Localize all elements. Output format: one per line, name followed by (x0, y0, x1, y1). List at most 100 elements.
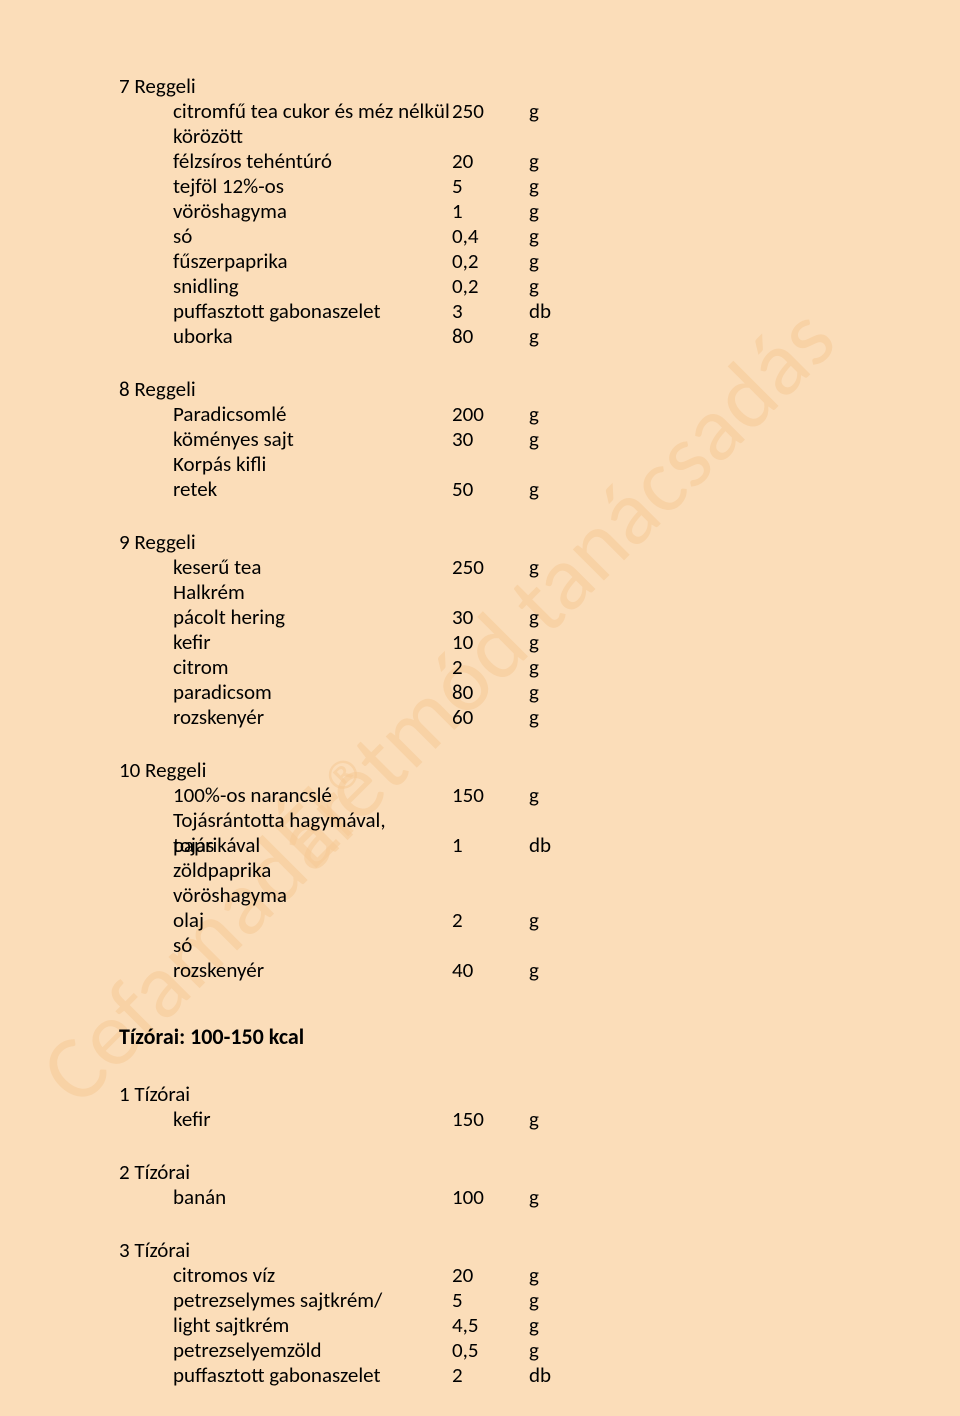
ingredient-label: citromfű tea cukor és méz nélkül (119, 99, 452, 124)
ingredient-row: keserű tea250g (119, 555, 879, 580)
ingredient-unit: g (529, 427, 589, 452)
ingredient-unit: g (529, 1185, 589, 1210)
ingredient-amount: 250 (452, 99, 529, 124)
ingredient-row: só0,4g (119, 224, 879, 249)
ingredient-unit: g (529, 1107, 589, 1132)
ingredient-row: paradicsom80g (119, 680, 879, 705)
ingredient-row: Tojásrántotta hagymával, paprikával (119, 808, 879, 833)
ingredient-amount: 100 (452, 1185, 529, 1210)
ingredient-label: vöröshagyma (119, 883, 452, 908)
ingredient-amount: 0,2 (452, 274, 529, 299)
ingredient-label: só (119, 933, 452, 958)
ingredient-unit (529, 883, 589, 908)
ingredient-row: félzsíros tehéntúró20g (119, 149, 879, 174)
ingredient-label: köményes sajt (119, 427, 452, 452)
ingredient-unit: g (529, 274, 589, 299)
ingredient-row: rozskenyér40g (119, 958, 879, 983)
ingredient-label: fűszerpaprika (119, 249, 452, 274)
ingredient-amount: 60 (452, 705, 529, 730)
tizorai-sections: 1 Tízóraikefir150g2 Tízóraibanán100g3 Tí… (119, 1082, 879, 1388)
ingredient-row: puffasztott gabonaszelet3db (119, 299, 879, 324)
ingredient-unit: g (529, 99, 589, 124)
ingredient-row: petrezselyemzöld0,5g (119, 1338, 879, 1363)
ingredient-amount (452, 580, 529, 605)
ingredient-label: rozskenyér (119, 958, 452, 983)
ingredient-amount: 20 (452, 149, 529, 174)
ingredient-amount: 5 (452, 174, 529, 199)
ingredient-row: citromos víz20g (119, 1263, 879, 1288)
meal-section: 8 ReggeliParadicsomlé200gköményes sajt30… (119, 377, 879, 502)
ingredient-unit: g (529, 402, 589, 427)
ingredient-label: olaj (119, 908, 452, 933)
ingredient-unit: db (529, 833, 589, 858)
meal-section: 1 Tízóraikefir150g (119, 1082, 879, 1132)
tizorai-heading: Tízórai: 100-150 kcal (119, 1023, 879, 1050)
ingredient-unit: g (529, 1338, 589, 1363)
ingredient-row: Korpás kifli (119, 452, 879, 477)
ingredient-label: kefir (119, 630, 452, 655)
ingredient-amount (452, 883, 529, 908)
ingredient-amount: 150 (452, 1107, 529, 1132)
ingredient-row: kefir150g (119, 1107, 879, 1132)
ingredient-row: körözött (119, 124, 879, 149)
ingredient-amount: 4,5 (452, 1313, 529, 1338)
ingredient-amount: 30 (452, 427, 529, 452)
ingredient-unit: g (529, 783, 589, 808)
ingredient-unit: g (529, 199, 589, 224)
ingredient-label: 100%-os narancslé (119, 783, 452, 808)
ingredient-row: petrezselymes sajtkrém/5g (119, 1288, 879, 1313)
page-content: 7 Reggelicitromfű tea cukor és méz nélkü… (119, 74, 879, 1416)
ingredient-row: 100%-os narancslé150g (119, 783, 879, 808)
ingredient-label: paradicsom (119, 680, 452, 705)
ingredient-amount: 150 (452, 783, 529, 808)
section-title: 10 Reggeli (119, 758, 879, 783)
meal-section: 9 Reggelikeserű tea250gHalkrémpácolt her… (119, 530, 879, 730)
ingredient-row: light sajtkrém4,5g (119, 1313, 879, 1338)
meal-section: 10 Reggeli100%-os narancslé150gTojásránt… (119, 758, 879, 983)
section-title: 7 Reggeli (119, 74, 879, 99)
ingredient-amount: 5 (452, 1288, 529, 1313)
ingredient-unit: g (529, 680, 589, 705)
ingredient-label: uborka (119, 324, 452, 349)
ingredient-amount (452, 124, 529, 149)
meal-sections: 7 Reggelicitromfű tea cukor és méz nélkü… (119, 74, 879, 983)
ingredient-label: banán (119, 1185, 452, 1210)
ingredient-label: Korpás kifli (119, 452, 452, 477)
ingredient-label: citromos víz (119, 1263, 452, 1288)
ingredient-row: só (119, 933, 879, 958)
ingredient-amount: 200 (452, 402, 529, 427)
ingredient-row: retek50g (119, 477, 879, 502)
ingredient-amount: 0,2 (452, 249, 529, 274)
ingredient-amount: 10 (452, 630, 529, 655)
ingredient-row: tojás1db (119, 833, 879, 858)
ingredient-amount (452, 452, 529, 477)
ingredient-amount: 2 (452, 1363, 529, 1388)
ingredient-unit (529, 808, 589, 833)
section-title: 9 Reggeli (119, 530, 879, 555)
ingredient-unit: g (529, 174, 589, 199)
ingredient-label: tejföl 12%-os (119, 174, 452, 199)
ingredient-row: olaj2g (119, 908, 879, 933)
meal-section: 2 Tízóraibanán100g (119, 1160, 879, 1210)
ingredient-unit (529, 124, 589, 149)
ingredient-row: tejföl 12%-os5g (119, 174, 879, 199)
ingredient-row: fűszerpaprika0,2g (119, 249, 879, 274)
section-title: 2 Tízórai (119, 1160, 879, 1185)
ingredient-unit: g (529, 705, 589, 730)
ingredient-amount (452, 808, 529, 833)
ingredient-label: keserű tea (119, 555, 452, 580)
ingredient-unit: g (529, 655, 589, 680)
ingredient-unit (529, 858, 589, 883)
ingredient-unit: g (529, 908, 589, 933)
ingredient-label: rozskenyér (119, 705, 452, 730)
ingredient-amount (452, 933, 529, 958)
ingredient-unit: g (529, 324, 589, 349)
ingredient-label: snidling (119, 274, 452, 299)
ingredient-label: Tojásrántotta hagymával, paprikával (119, 808, 452, 833)
ingredient-unit: g (529, 1263, 589, 1288)
ingredient-label: petrezselyemzöld (119, 1338, 452, 1363)
ingredient-amount (452, 858, 529, 883)
ingredient-label: kefir (119, 1107, 452, 1132)
ingredient-label: vöröshagyma (119, 199, 452, 224)
ingredient-unit: g (529, 224, 589, 249)
